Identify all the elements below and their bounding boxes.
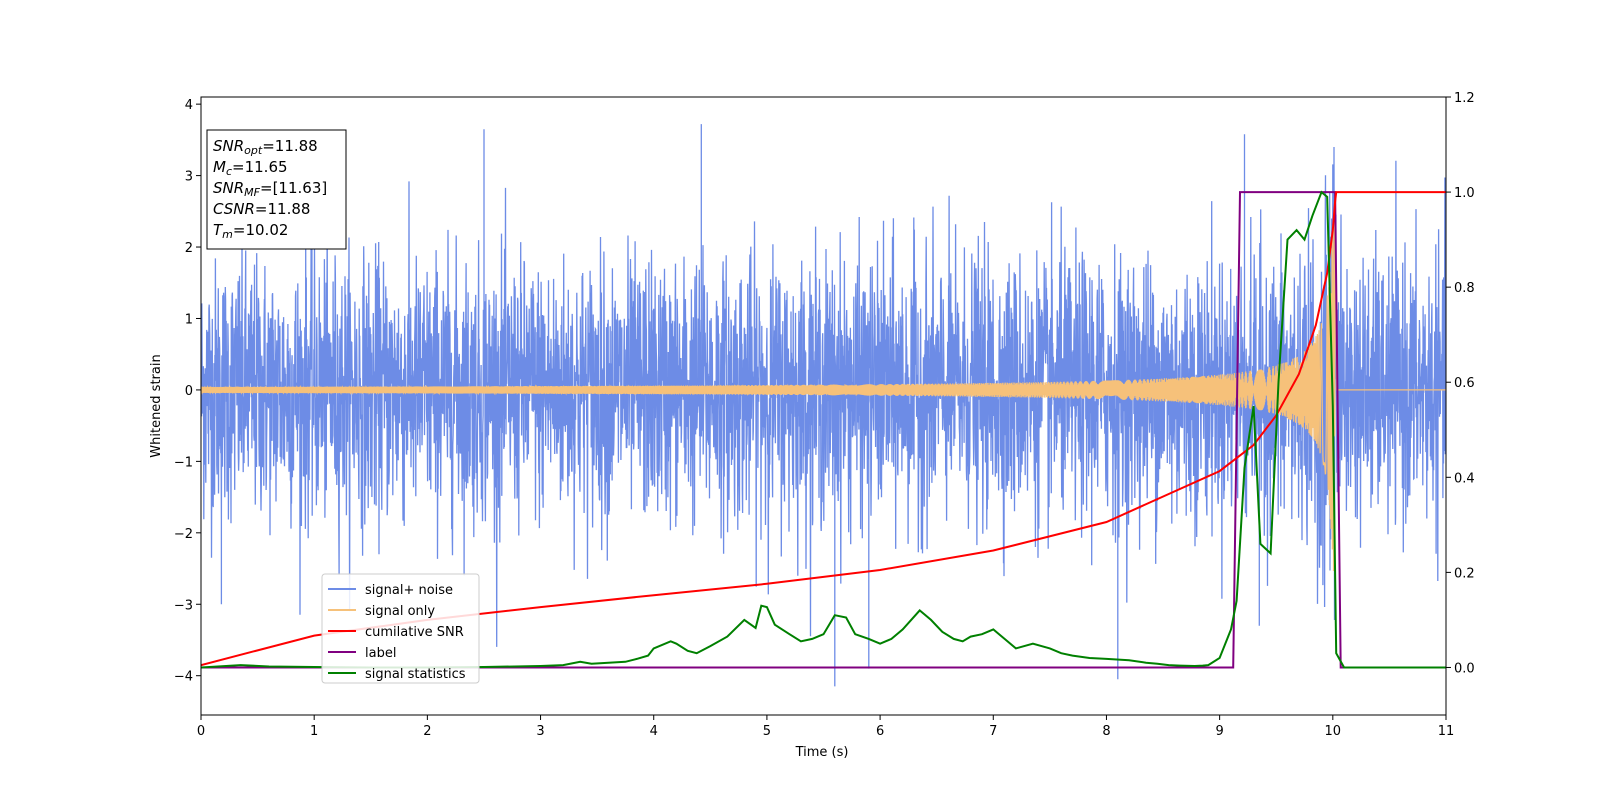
y-left-tick-label: −3 — [174, 598, 193, 613]
legend-label: signal only — [365, 604, 435, 619]
x-tick-label: 8 — [1102, 724, 1110, 739]
info-box-line: SNRopt=11.88 — [213, 137, 318, 157]
legend-label: signal statistics — [365, 667, 466, 682]
info-box-line: SNRMF=[11.63] — [213, 179, 327, 199]
y-right-tick-label: 1.2 — [1454, 91, 1475, 106]
plot-area — [201, 124, 1446, 687]
x-tick-label: 2 — [423, 724, 431, 739]
info-box-line: Tm=10.02 — [213, 221, 288, 241]
y-left-tick-label: 3 — [185, 170, 193, 185]
cumulative-snr-line — [201, 191, 1446, 667]
y-left-tick-label: −4 — [174, 670, 193, 685]
y-left-tick-label: 4 — [185, 98, 193, 113]
y-axis-label: Whitened strain — [149, 354, 164, 457]
y-right-tick-label: 0.4 — [1454, 471, 1475, 486]
legend-label: cumilative SNR — [365, 625, 464, 640]
y-right-tick-label: 0.0 — [1454, 661, 1475, 676]
x-tick-label: 1 — [310, 724, 318, 739]
signal-statistics-line — [201, 190, 1446, 669]
x-tick-label: 5 — [763, 724, 771, 739]
y-right-tick-label: 0.2 — [1454, 566, 1475, 581]
y-right-tick-label: 0.6 — [1454, 376, 1475, 391]
y-left-tick-label: −1 — [174, 455, 193, 470]
x-tick-label: 0 — [197, 724, 205, 739]
plot-frame — [200, 96, 1447, 716]
y-right-tick-label: 1.0 — [1454, 186, 1475, 201]
x-tick-label: 3 — [536, 724, 544, 739]
x-tick-label: 7 — [989, 724, 997, 739]
x-tick-label: 10 — [1325, 724, 1342, 739]
signal-only-line — [201, 211, 1446, 572]
y-left-tick-label: 2 — [185, 241, 193, 256]
x-tick-label: 9 — [1215, 724, 1223, 739]
y-left-tick-label: 1 — [185, 312, 193, 327]
info-box-line: CSNR=11.88 — [213, 200, 310, 218]
y-left-tick-label: −2 — [174, 527, 193, 542]
right-y-axis: 1.2 1.0 0.8 0.6 0.4 0.2 0.0 — [1446, 91, 1475, 676]
y-right-tick-label: 0.8 — [1454, 281, 1475, 296]
x-tick-label: 4 — [650, 724, 658, 739]
info-box: SNRopt=11.88Mc=11.65SNRMF=[11.63]CSNR=11… — [206, 129, 347, 250]
info-box-line: Mc=11.65 — [213, 158, 288, 178]
x-tick-label: 6 — [876, 724, 884, 739]
x-axis: 0 1 2 3 4 5 6 7 8 9 10 11 — [197, 715, 1454, 739]
y-left-tick-label: 0 — [185, 384, 193, 399]
x-tick-label: 11 — [1438, 724, 1455, 739]
legend: signal+ noise signal only cumilative SNR la… — [321, 573, 480, 684]
x-axis-label: Time (s) — [795, 745, 849, 760]
left-y-axis: 4 3 2 1 0 −1 −2 −3 −4 — [174, 98, 201, 685]
legend-label: label — [365, 646, 396, 661]
legend-label: signal+ noise — [365, 583, 453, 598]
